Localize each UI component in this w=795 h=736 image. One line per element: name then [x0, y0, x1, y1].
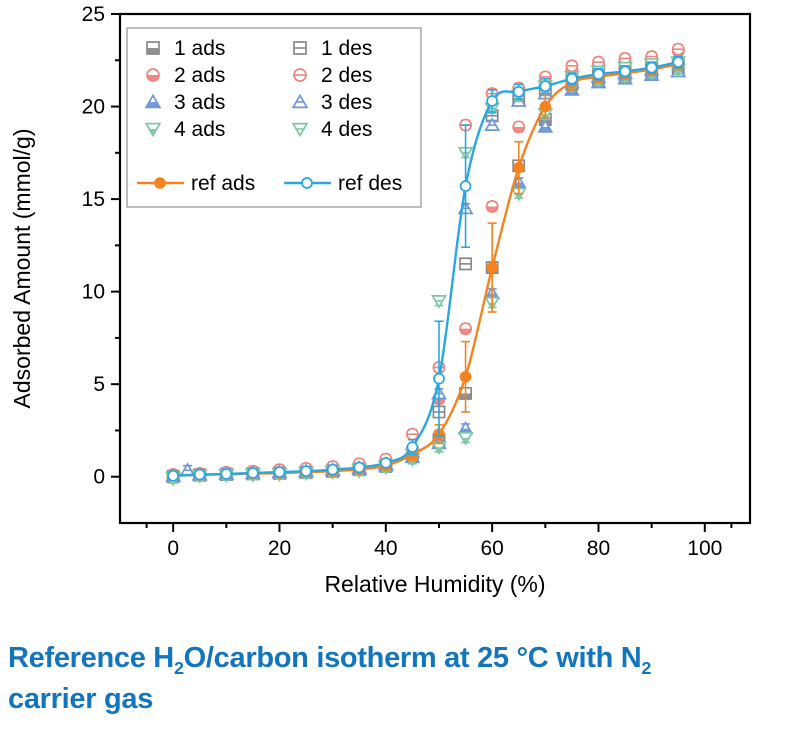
figure-caption: Reference H2O/carbon isotherm at 25 °C w… [8, 638, 793, 720]
legend-item-1-des: 1 des [293, 37, 372, 60]
y-tick-label: 10 [82, 281, 105, 304]
legend-label: 3 des [321, 91, 372, 114]
legend-item-2-ads: 2 ads [146, 64, 225, 87]
x-tick-label: 20 [268, 537, 291, 560]
chart-svg: 0 20 40 60 80 100 Relative Humidity (%) 0 5 10 15 2… [9, 3, 752, 597]
legend-item-4-des: 4 des [291, 118, 372, 141]
legend-item-2-des: 2 des [293, 64, 372, 87]
caption-line: carrier gas [8, 683, 154, 715]
legend-item-4-ads: 4 ads [144, 118, 225, 141]
legend-item-3-ads: 3 ads [144, 91, 225, 114]
legend-label: 4 des [321, 118, 372, 141]
legend: 1 ads 1 des 2 ads 2 des 3 ads 3 des 4 ads 4 des… [126, 27, 422, 208]
x-tick-label: 40 [374, 537, 397, 560]
legend-item-ref-des: ref des [284, 172, 402, 195]
x-axis: 0 20 40 60 80 100 Relative Humidity (%) [145, 523, 733, 597]
legend-item-ref-ads: ref ads [137, 172, 255, 195]
legend-label: 1 des [321, 37, 372, 60]
y-axis: 0 5 10 15 20 25 Adsorbed Amount (mmol/g) [9, 3, 120, 489]
legend-label: 1 ads [174, 37, 225, 60]
x-tick-label: 100 [687, 537, 722, 560]
y-tick-label: 0 [93, 466, 105, 489]
y-tick-label: 25 [82, 3, 105, 26]
isotherm-chart: 0 20 40 60 80 100 Relative Humidity (%) 0 5 10 15 2… [9, 3, 752, 597]
caption-line: Reference H2O/carbon isotherm at 25 °C w… [8, 642, 652, 678]
x-axis-title: Relative Humidity (%) [324, 571, 545, 597]
legend-label: 4 ads [174, 118, 225, 141]
x-tick-label: 60 [480, 537, 503, 560]
legend-item-3-des: 3 des [291, 91, 372, 114]
x-tick-label: 80 [587, 537, 610, 560]
x-tick-label: 0 [167, 537, 179, 560]
legend-label: ref ads [191, 172, 255, 195]
y-tick-label: 15 [82, 188, 105, 211]
series-ref-des [167, 55, 685, 482]
plot-frame [118, 12, 752, 525]
legend-label: 3 ads [174, 91, 225, 114]
legend-item-1-ads: 1 ads [146, 37, 225, 60]
legend-label: 2 ads [174, 64, 225, 87]
legend-label: 2 des [321, 64, 372, 87]
y-tick-label: 5 [93, 373, 105, 396]
legend-label: ref des [338, 172, 402, 195]
y-axis-title: Adsorbed Amount (mmol/g) [9, 129, 35, 409]
y-tick-label: 20 [82, 96, 105, 119]
axes: 0 20 40 60 80 100 Relative Humidity (%) 0 5 10 15 2… [9, 3, 752, 597]
